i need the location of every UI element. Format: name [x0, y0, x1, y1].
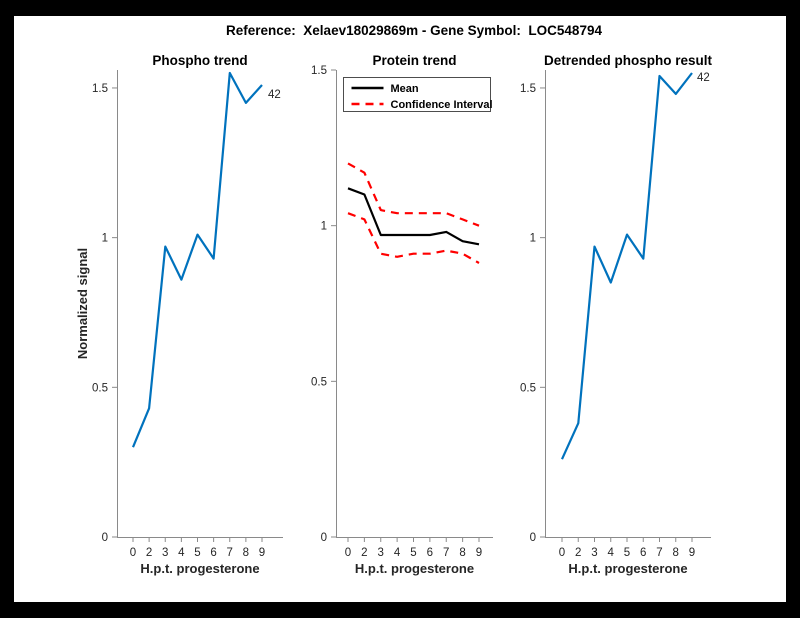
x-tick-label: 4 — [394, 547, 401, 559]
x-tick-label: 9 — [476, 547, 482, 559]
x-axis-label: H.p.t. progesterone — [355, 561, 474, 576]
x-tick-label: 7 — [227, 547, 233, 559]
legend-label-confidence-interval: Confidence Interval — [391, 99, 493, 111]
x-tick-label: 7 — [656, 547, 662, 559]
x-tick-label: 2 — [361, 547, 367, 559]
line-annotation: 42 — [268, 89, 281, 101]
line-annotation: 42 — [697, 72, 710, 84]
x-tick-label: 5 — [410, 547, 416, 559]
x-tick-label: 4 — [178, 547, 185, 559]
subplot-title: Protein trend — [372, 53, 456, 68]
x-tick-label: 8 — [243, 547, 249, 559]
x-axis-label: H.p.t. progesterone — [568, 561, 687, 576]
x-tick-label: 8 — [459, 547, 465, 559]
y-axis-label: Normalized signal — [75, 248, 90, 359]
x-tick-label: 6 — [640, 547, 646, 559]
subplot-protein-trend: 00.511.50 2 3 4 5 6 7 8 9H.p.t. progesteroneProt… — [311, 53, 493, 576]
x-tick-label: 7 — [443, 547, 449, 559]
x-tick-label: 2 — [575, 547, 581, 559]
x-tick-label: 3 — [591, 547, 597, 559]
y-tick-label: 0.5 — [311, 376, 327, 388]
figure-background — [14, 16, 786, 602]
x-tick-label: 6 — [427, 547, 433, 559]
subplot-title: Phospho trend — [152, 53, 247, 68]
y-tick-label: 1 — [321, 221, 327, 233]
x-tick-label: 0 — [345, 547, 351, 559]
x-tick-label: 8 — [673, 547, 679, 559]
subplot-title: Detrended phospho result — [544, 53, 713, 68]
y-tick-label: 1.5 — [311, 65, 327, 77]
x-tick-label: 0 — [130, 547, 136, 559]
y-tick-label: 1.5 — [92, 83, 108, 95]
subplot-phospho-trend: 00.511.50 2 3 4 5 6 7 8 9H.p.t. progesteroneNorm… — [75, 53, 283, 576]
y-tick-label: 0.5 — [520, 382, 536, 394]
figure-title: Reference: Xelaev18029869m - Gene Symbol… — [226, 23, 602, 38]
series-line-confidence-interval-lower — [347, 212, 480, 264]
series-line-confidence-interval-upper — [347, 162, 480, 227]
legend-box — [343, 77, 491, 112]
series-line-phospho-trend — [131, 71, 263, 448]
legend-label-mean: Mean — [391, 83, 419, 95]
x-tick-label: 3 — [162, 547, 168, 559]
x-tick-label: 2 — [146, 547, 152, 559]
y-tick-label: 0 — [321, 532, 327, 544]
y-tick-label: 0.5 — [92, 382, 108, 394]
series-line-mean — [347, 187, 480, 246]
x-tick-label: 9 — [689, 547, 695, 559]
x-tick-label: 5 — [624, 547, 630, 559]
y-tick-label: 1 — [102, 233, 108, 245]
y-tick-label: 1 — [530, 233, 536, 245]
subplot-detrended-phospho-result: 00.511.50 2 3 4 5 6 7 8 9H.p.t. progesteroneDetr… — [520, 53, 713, 576]
x-tick-label: 0 — [559, 547, 565, 559]
y-tick-label: 1.5 — [520, 83, 536, 95]
x-tick-label: 5 — [194, 547, 200, 559]
x-tick-label: 9 — [259, 547, 265, 559]
series-line-detrended-phospho — [560, 72, 693, 460]
x-tick-label: 3 — [378, 547, 384, 559]
y-tick-label: 0 — [102, 532, 108, 544]
y-tick-label: 0 — [530, 532, 536, 544]
x-axis-label: H.p.t. progesterone — [140, 561, 259, 576]
x-tick-label: 4 — [608, 547, 615, 559]
x-tick-label: 6 — [210, 547, 216, 559]
legend: Mean Confidence Interval — [343, 77, 493, 112]
